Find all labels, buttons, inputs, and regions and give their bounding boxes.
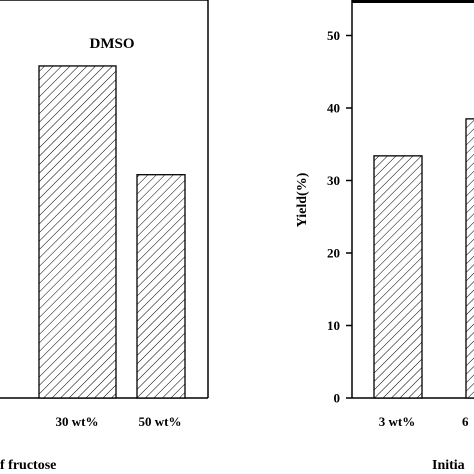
right-bars bbox=[373, 118, 474, 399]
right-panel: 0 10 20 30 40 50 3 wt% 6 Yield(%) Initia bbox=[295, 0, 474, 473]
left-bars bbox=[38, 65, 186, 399]
right-y-tick-label-30: 30 bbox=[327, 173, 340, 188]
right-y-tick-label-10: 10 bbox=[327, 318, 340, 333]
left-x-tick-label-2: 50 wt% bbox=[139, 414, 182, 429]
right-bar-0 bbox=[373, 155, 423, 399]
left-panel-frame bbox=[0, 0, 209, 398]
right-y-ticks: 0 10 20 30 40 50 bbox=[327, 28, 352, 406]
right-y-tick-label-40: 40 bbox=[327, 101, 340, 116]
left-x-axis-title: f fructose bbox=[0, 458, 56, 473]
right-x-tick-label-1: 3 wt% bbox=[379, 414, 415, 429]
right-y-tick-label-50: 50 bbox=[327, 28, 340, 43]
right-bar-1 bbox=[465, 118, 474, 399]
right-y-tick-label-0: 0 bbox=[334, 391, 341, 406]
left-bar-2 bbox=[136, 174, 186, 399]
left-x-tick-label-1: 30 wt% bbox=[56, 414, 99, 429]
left-panel: DMSO 30 wt% 50 wt% f fructose bbox=[0, 0, 209, 473]
right-x-tick-label-2: 6 bbox=[462, 414, 469, 429]
right-x-axis-title: Initia bbox=[432, 458, 465, 473]
left-bar-1 bbox=[38, 65, 117, 399]
left-panel-label: DMSO bbox=[90, 36, 135, 52]
right-y-tick-label-20: 20 bbox=[327, 246, 340, 261]
right-y-axis-title: Yield(%) bbox=[295, 172, 310, 227]
